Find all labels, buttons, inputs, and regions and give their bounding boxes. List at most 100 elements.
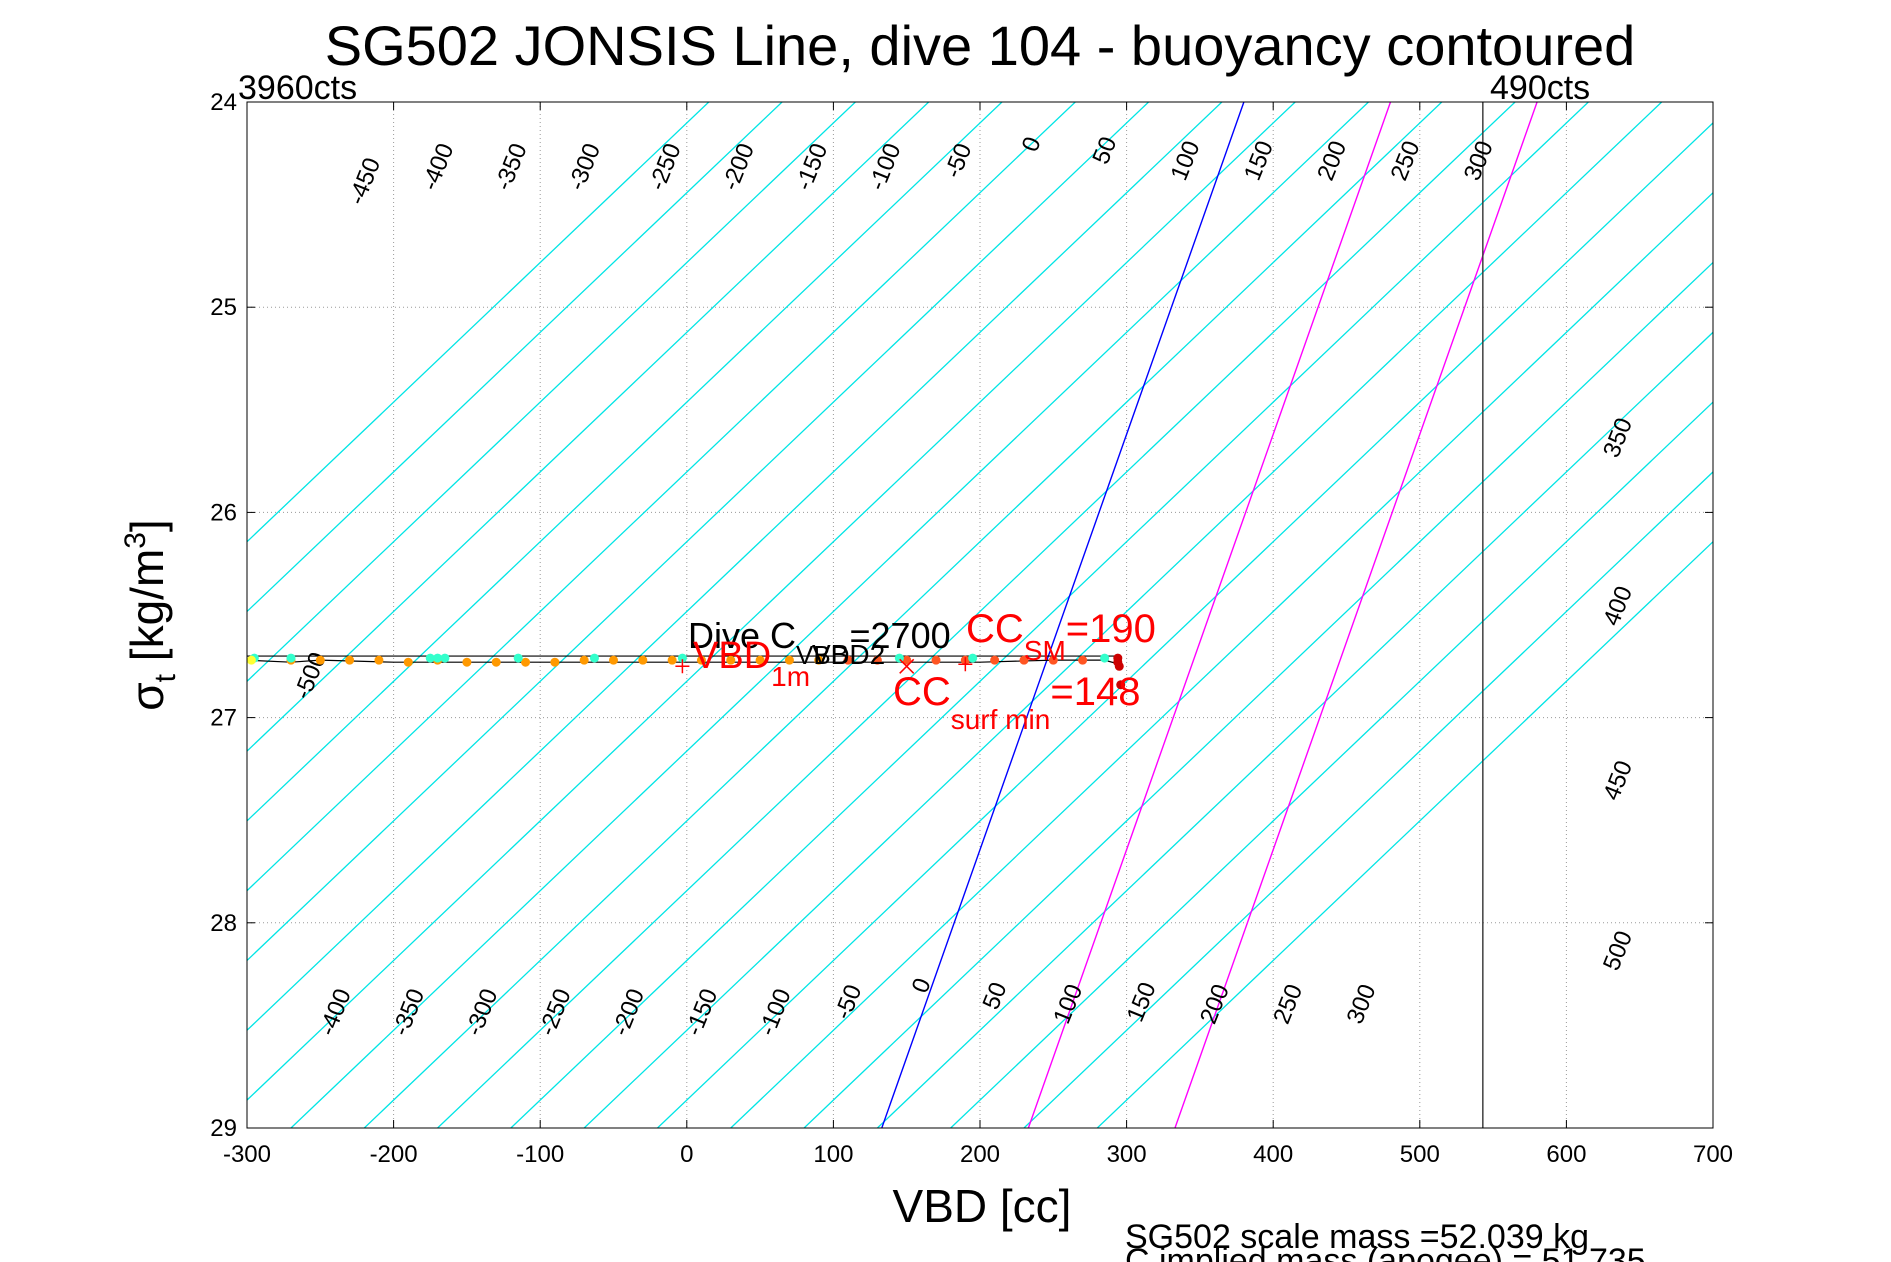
- contour-line: [247, 102, 856, 683]
- ylabel-subscript: t: [149, 673, 182, 682]
- data-point: [374, 655, 384, 665]
- data-point: [345, 655, 355, 665]
- data-point: [1078, 655, 1088, 665]
- ylabel-symbol: σ: [121, 682, 173, 710]
- data-point: [784, 655, 794, 665]
- data-point: [726, 655, 736, 665]
- y-tick-label: 26: [210, 499, 237, 526]
- vbd-1m-subscript: 1m: [771, 661, 810, 692]
- x-tick-label: 400: [1253, 1141, 1293, 1168]
- contour-line: [730, 191, 1713, 1128]
- reference-lines: [881, 102, 1538, 1128]
- vbd-1m-annotation: VBD1m=-2: [693, 635, 866, 692]
- corner-right-label: 490cts: [1490, 69, 1590, 107]
- data-point: [843, 655, 853, 665]
- contour-line: [657, 122, 1713, 1128]
- data-point: [286, 653, 296, 663]
- contour-line: [437, 102, 1516, 1128]
- data-point: [315, 655, 325, 665]
- dive-c-value: =2700: [850, 615, 951, 656]
- x-tick-label: 100: [813, 1141, 853, 1168]
- y-tick-label: 28: [210, 910, 237, 937]
- contour-line: [247, 102, 1003, 822]
- data-point: [902, 655, 912, 665]
- x-tick-label: 0: [680, 1141, 693, 1168]
- contour-line: [1023, 471, 1713, 1128]
- ylabel-unit: [kg/m: [121, 549, 173, 661]
- data-point: [667, 655, 677, 665]
- vbd2-label: VBD2: [812, 639, 885, 670]
- pink-reference-line: [1027, 102, 1392, 1128]
- x-tick-label: 200: [960, 1141, 1000, 1168]
- y-tick-label: 25: [210, 294, 237, 321]
- cc-sm-main: CC: [966, 607, 1024, 651]
- red-plus-marker: [675, 659, 690, 674]
- cc-surf-value: =148: [1050, 670, 1140, 714]
- cc-sm-value: =190: [1066, 607, 1156, 651]
- contour-line: [510, 102, 1589, 1128]
- x-tick-label: -200: [370, 1141, 418, 1168]
- ylabel-close: ]: [121, 519, 173, 532]
- x-tick-label: 300: [1107, 1141, 1147, 1168]
- data-point: [521, 657, 531, 667]
- y-tick-label: 24: [210, 89, 237, 116]
- cc-sm-subscript: SM: [1024, 635, 1066, 666]
- data-point: [1048, 655, 1058, 665]
- data-point: [1116, 680, 1126, 690]
- data-point: [755, 655, 765, 665]
- data-point: [247, 655, 256, 665]
- contour-line: [247, 102, 783, 613]
- data-point: [462, 657, 472, 667]
- cc-surf-min-annotation: CCsurf min=148: [893, 670, 1140, 735]
- data-point: [425, 653, 435, 663]
- cc-sm-annotation: CCSM=190: [966, 607, 1156, 666]
- data-point: [968, 653, 978, 663]
- chart-title: SG502 JONSIS Line, dive 104 - buoyancy c…: [325, 14, 1636, 77]
- ylabel-superscript: 3: [119, 532, 152, 549]
- contour-line: [247, 102, 1076, 892]
- data-point: [872, 655, 882, 665]
- profile-line: [247, 659, 1120, 665]
- scale-mass-text: SG502 scale mass =52.039 kg: [1125, 1218, 1589, 1256]
- x-axis-label: VBD [cc]: [893, 1180, 1072, 1232]
- x-tick-label: 500: [1400, 1141, 1440, 1168]
- dive-c-subscript: VBD: [796, 640, 849, 670]
- data-point: [513, 653, 523, 663]
- red-cross-marker: [899, 658, 915, 674]
- data-point: [1100, 653, 1110, 663]
- y-axis-label: σt [kg/m3]: [119, 519, 182, 710]
- contour-line: [290, 102, 1369, 1128]
- data-point: [589, 653, 599, 663]
- data-point: [433, 653, 443, 663]
- data-point: [1019, 655, 1029, 665]
- data-point: [550, 657, 560, 667]
- data-point: [440, 653, 450, 663]
- contour-line: [950, 401, 1713, 1128]
- contour-line: [247, 102, 1296, 1101]
- pink-reference-line: [1174, 102, 1538, 1128]
- contour-line: [247, 102, 710, 543]
- zero-buoyancy-line: [881, 102, 1245, 1128]
- data-point: [931, 655, 941, 665]
- buoyancy-contours: [247, 102, 1713, 1128]
- contour-line: [1096, 540, 1713, 1128]
- contour-line: [247, 102, 930, 752]
- data-point: [990, 655, 1000, 665]
- data-points: [247, 653, 1126, 690]
- data-point: [814, 655, 824, 665]
- y-tick-label: 27: [210, 705, 237, 732]
- data-point: [696, 655, 706, 665]
- data-point: [638, 655, 648, 665]
- implied-mass-text: C implied mass (apogee) = 51.735: [1125, 1242, 1646, 1262]
- dive-c-prefix: Dive C: [688, 615, 796, 656]
- data-point: [609, 655, 618, 665]
- svg-text:σt [kg/m3]: σt [kg/m3]: [119, 519, 182, 710]
- axis-ticks: -300 -200 -100 0 100 200 300 400 500 600 700 24 25 26…: [210, 89, 1733, 1168]
- data-point: [579, 655, 589, 665]
- data-point: [1114, 661, 1124, 671]
- red-plus-marker: [958, 657, 973, 672]
- cc-surf-main: CC: [893, 670, 951, 714]
- contour-line: [876, 331, 1713, 1128]
- contour-line: [363, 102, 1443, 1128]
